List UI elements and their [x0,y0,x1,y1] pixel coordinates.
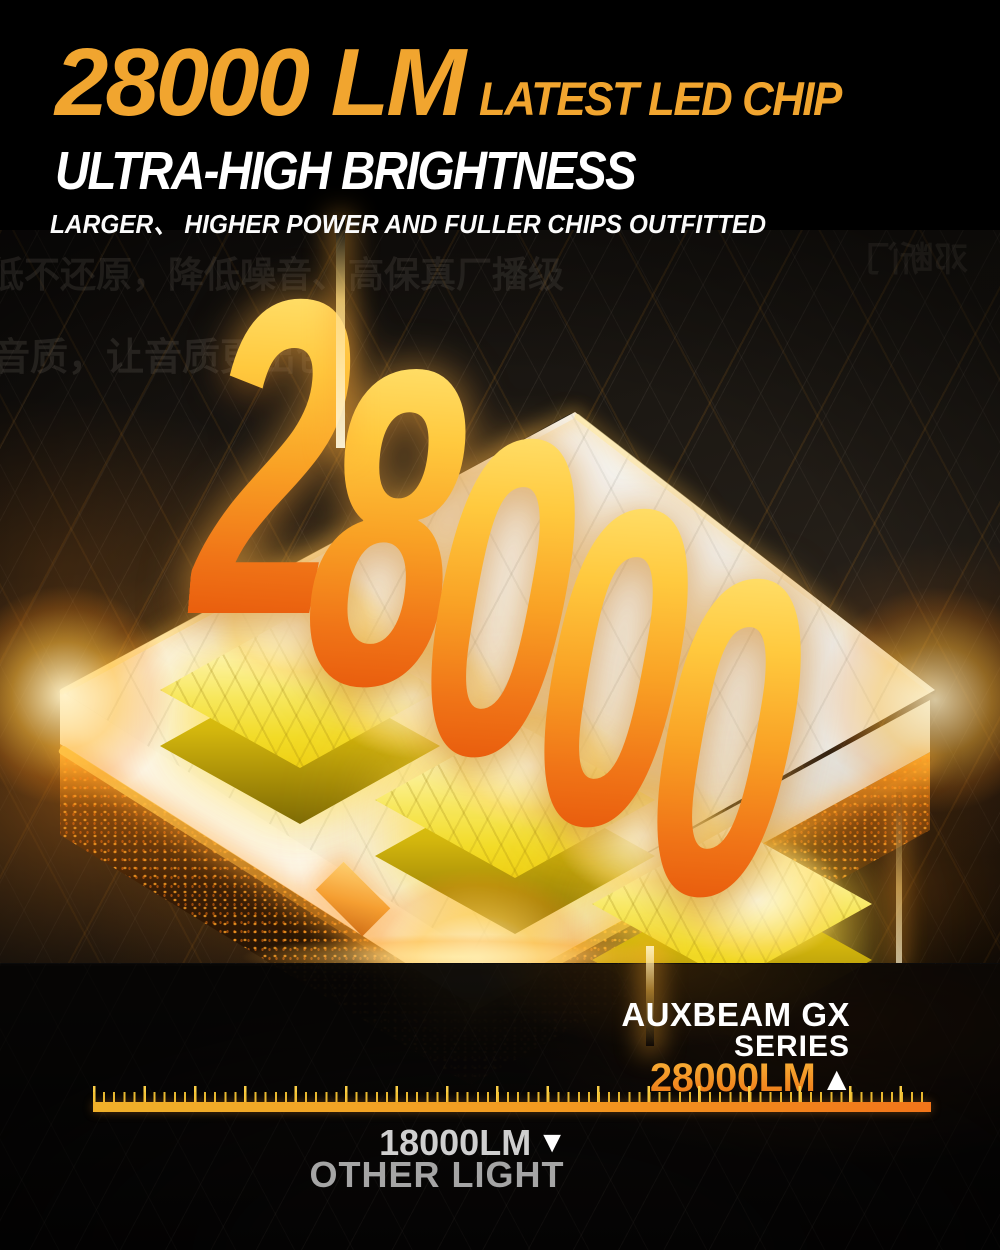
headline-row: 28000 LM LATEST LED CHIP [55,28,868,138]
brand-name-line2: SERIES [733,1029,850,1063]
headline-suffix: LATEST LED CHIP [479,72,842,125]
ruler-bar [93,1102,931,1112]
ruler-ticks [93,1086,931,1102]
competitor-lumen-value: 18000LM [379,1122,532,1163]
light-beam [646,946,654,1046]
headline-lumens: 28000 LM [55,29,466,136]
competitor-lumen-row: 18000LM ▼ [368,1122,578,1164]
tagline: LARGER、 HIGHER POWER AND FULLER CHIPS OU… [50,209,767,239]
down-triangle-icon: ▼ [537,1126,567,1159]
light-beam [896,792,902,964]
subheadline: ULTRA-HIGH BRIGHTNESS [55,141,637,201]
corner-glow [785,555,1000,845]
corner-glow [0,555,205,835]
brand-name: AUXBEAM GX SERIES [621,998,850,1062]
competitor-label: OTHER LIGHT [309,1154,565,1195]
light-beam [336,220,345,448]
lumen-ruler [93,1086,931,1112]
brand-name-line1: AUXBEAM GX [621,996,850,1033]
